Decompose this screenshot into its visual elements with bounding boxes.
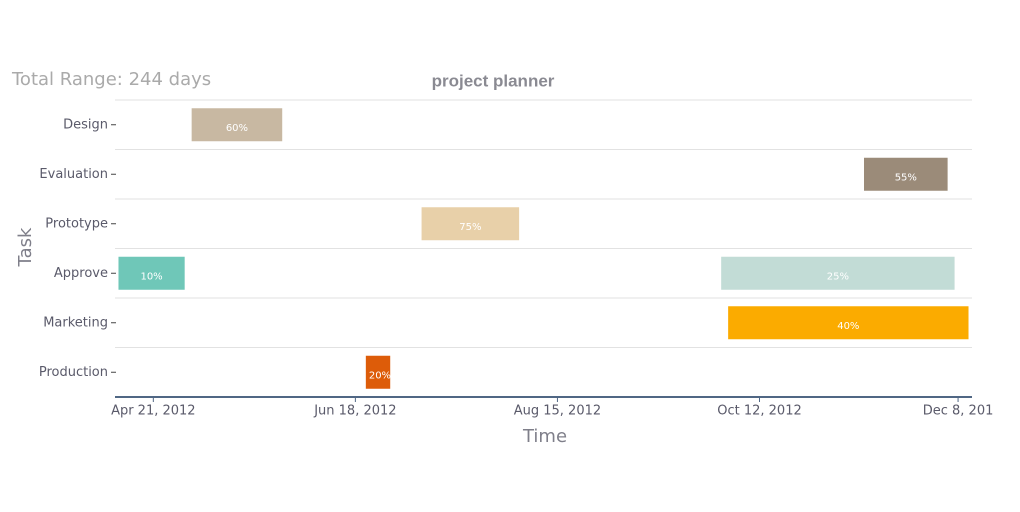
x-tick-label: Dec 8, 201 bbox=[923, 404, 994, 419]
y-tick-label: Approve bbox=[54, 266, 108, 281]
bar-label: 60% bbox=[226, 123, 248, 134]
y-tick-label: Design bbox=[63, 117, 108, 132]
task-bar bbox=[118, 256, 185, 290]
bar-label: 20% bbox=[369, 370, 391, 381]
y-tick-label: Marketing bbox=[43, 315, 108, 330]
bar-label: 55% bbox=[895, 172, 917, 183]
bar-label: 75% bbox=[459, 222, 481, 233]
y-tick-label: Evaluation bbox=[39, 167, 108, 182]
task-bar bbox=[191, 108, 283, 142]
task-bar bbox=[365, 355, 391, 389]
annotation: Total Range: 244 days bbox=[11, 69, 211, 90]
task-bar bbox=[728, 306, 969, 340]
x-tick-label: Oct 12, 2012 bbox=[717, 404, 802, 419]
y-tick-label: Production bbox=[39, 365, 108, 380]
y-axis-label: Task bbox=[15, 227, 36, 267]
task-bar bbox=[864, 157, 948, 191]
bar-label: 40% bbox=[837, 321, 859, 332]
task-bar bbox=[721, 256, 955, 290]
x-tick-label: Jun 18, 2012 bbox=[313, 404, 396, 419]
task-bar bbox=[421, 207, 520, 241]
x-tick-label: Aug 15, 2012 bbox=[514, 404, 601, 419]
chart-title: project planner bbox=[432, 71, 555, 90]
y-tick-label: Prototype bbox=[45, 216, 108, 231]
bar-label: 25% bbox=[827, 271, 849, 282]
bar-label: 10% bbox=[140, 271, 162, 282]
x-axis-label: Time bbox=[522, 426, 567, 447]
x-tick-label: Apr 21, 2012 bbox=[111, 404, 196, 419]
